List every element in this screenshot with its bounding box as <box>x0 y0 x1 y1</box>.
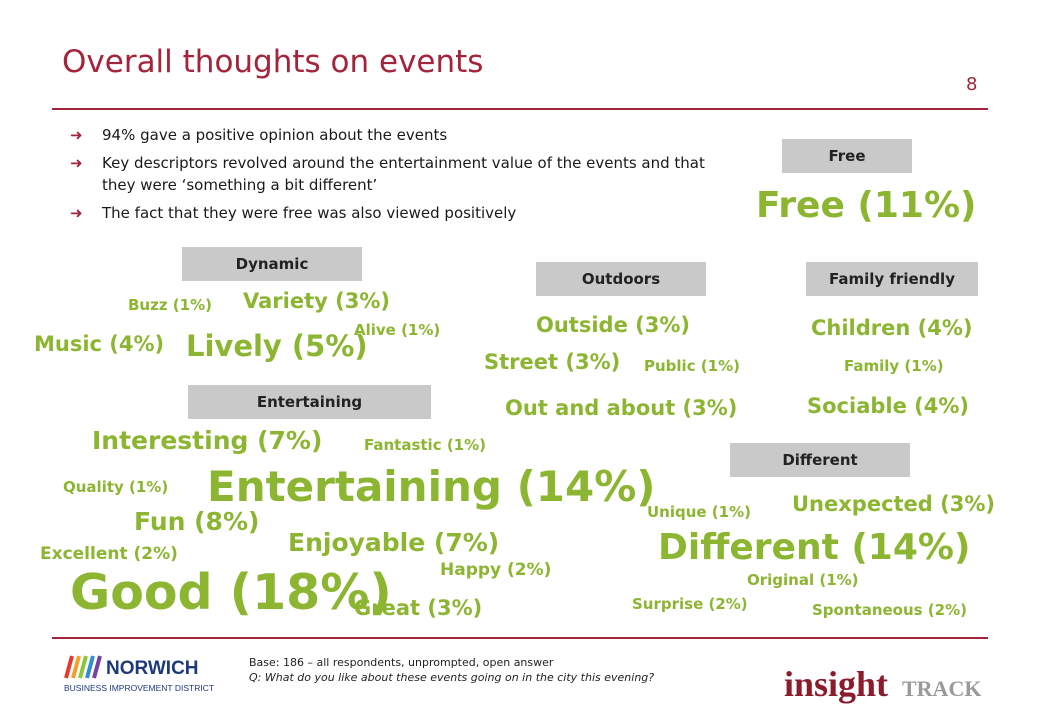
top-divider <box>52 108 988 110</box>
word-interesting: Interesting (7%) <box>92 426 323 455</box>
word-outside: Outside (3%) <box>536 313 690 337</box>
category-different: Different <box>730 443 910 477</box>
word-spontaneous: Spontaneous (2%) <box>812 601 967 619</box>
word-fun: Fun (8%) <box>134 507 260 536</box>
word-lively: Lively (5%) <box>186 329 368 363</box>
bullet-item: ➜ 94% gave a positive opinion about the e… <box>70 126 448 144</box>
svg-text:TRACK: TRACK <box>902 676 981 701</box>
bullet-item: ➜ The fact that they were free was also v… <box>70 204 517 222</box>
word-entertaining: Entertaining (14%) <box>207 462 656 511</box>
word-surprise: Surprise (2%) <box>632 595 748 613</box>
page-number: 8 <box>966 74 978 95</box>
word-sociable: Sociable (4%) <box>807 394 970 418</box>
word-excellent: Excellent (2%) <box>40 544 178 564</box>
word-children: Children (4%) <box>811 316 973 340</box>
word-unique: Unique (1%) <box>647 503 751 521</box>
word-fantastic: Fantastic (1%) <box>364 436 486 454</box>
word-family: Family (1%) <box>844 357 944 375</box>
bullet-item: ➜ Key descriptors revolved around the ent… <box>70 154 705 194</box>
svg-text:insight: insight <box>784 664 888 704</box>
category-free: Free <box>782 139 912 173</box>
word-good: Good (18%) <box>70 564 392 621</box>
word-original: Original (1%) <box>747 571 859 589</box>
word-buzz: Buzz (1%) <box>128 296 212 314</box>
category-entertaining: Entertaining <box>188 385 431 419</box>
category-dynamic: Dynamic <box>182 247 362 281</box>
question-note: Q: What do you like about these events g… <box>249 671 655 684</box>
word-out-and-about: Out and about (3%) <box>505 396 738 420</box>
word-happy: Happy (2%) <box>440 560 552 580</box>
word-great: Great (3%) <box>354 596 483 620</box>
category-family-friendly: Family friendly <box>806 262 978 296</box>
word-public: Public (1%) <box>644 357 740 375</box>
svg-text:BUSINESS IMPROVEMENT DISTRICT: BUSINESS IMPROVEMENT DISTRICT <box>64 683 214 693</box>
key-findings-list: ➜ 94% gave a positive opinion about the e… <box>70 124 710 230</box>
footnote: Base: 186 – all respondents, unprompted,… <box>249 655 654 685</box>
arrow-icon: ➜ <box>70 204 83 222</box>
word-street: Street (3%) <box>484 350 621 374</box>
category-outdoors: Outdoors <box>536 262 706 296</box>
page-title: Overall thoughts on events <box>62 44 484 80</box>
word-quality: Quality (1%) <box>63 478 169 496</box>
svg-text:NORWICH: NORWICH <box>106 658 199 679</box>
norwich-bid-logo: NORWICH BUSINESS IMPROVEMENT DISTRICT <box>64 655 214 693</box>
word-unexpected: Unexpected (3%) <box>792 492 995 516</box>
word-alive: Alive (1%) <box>354 321 441 339</box>
word-music: Music (4%) <box>34 332 165 356</box>
word-variety: Variety (3%) <box>243 289 390 313</box>
word-free: Free (11%) <box>756 185 977 226</box>
arrow-icon: ➜ <box>70 154 83 172</box>
word-enjoyable: Enjoyable (7%) <box>288 528 500 557</box>
insighttrack-logo: insight TRACK <box>784 664 981 704</box>
word-different: Different (14%) <box>658 527 971 568</box>
base-note: Base: 186 – all respondents, unprompted,… <box>249 656 554 669</box>
arrow-icon: ➜ <box>70 126 83 144</box>
bottom-divider <box>52 637 988 639</box>
